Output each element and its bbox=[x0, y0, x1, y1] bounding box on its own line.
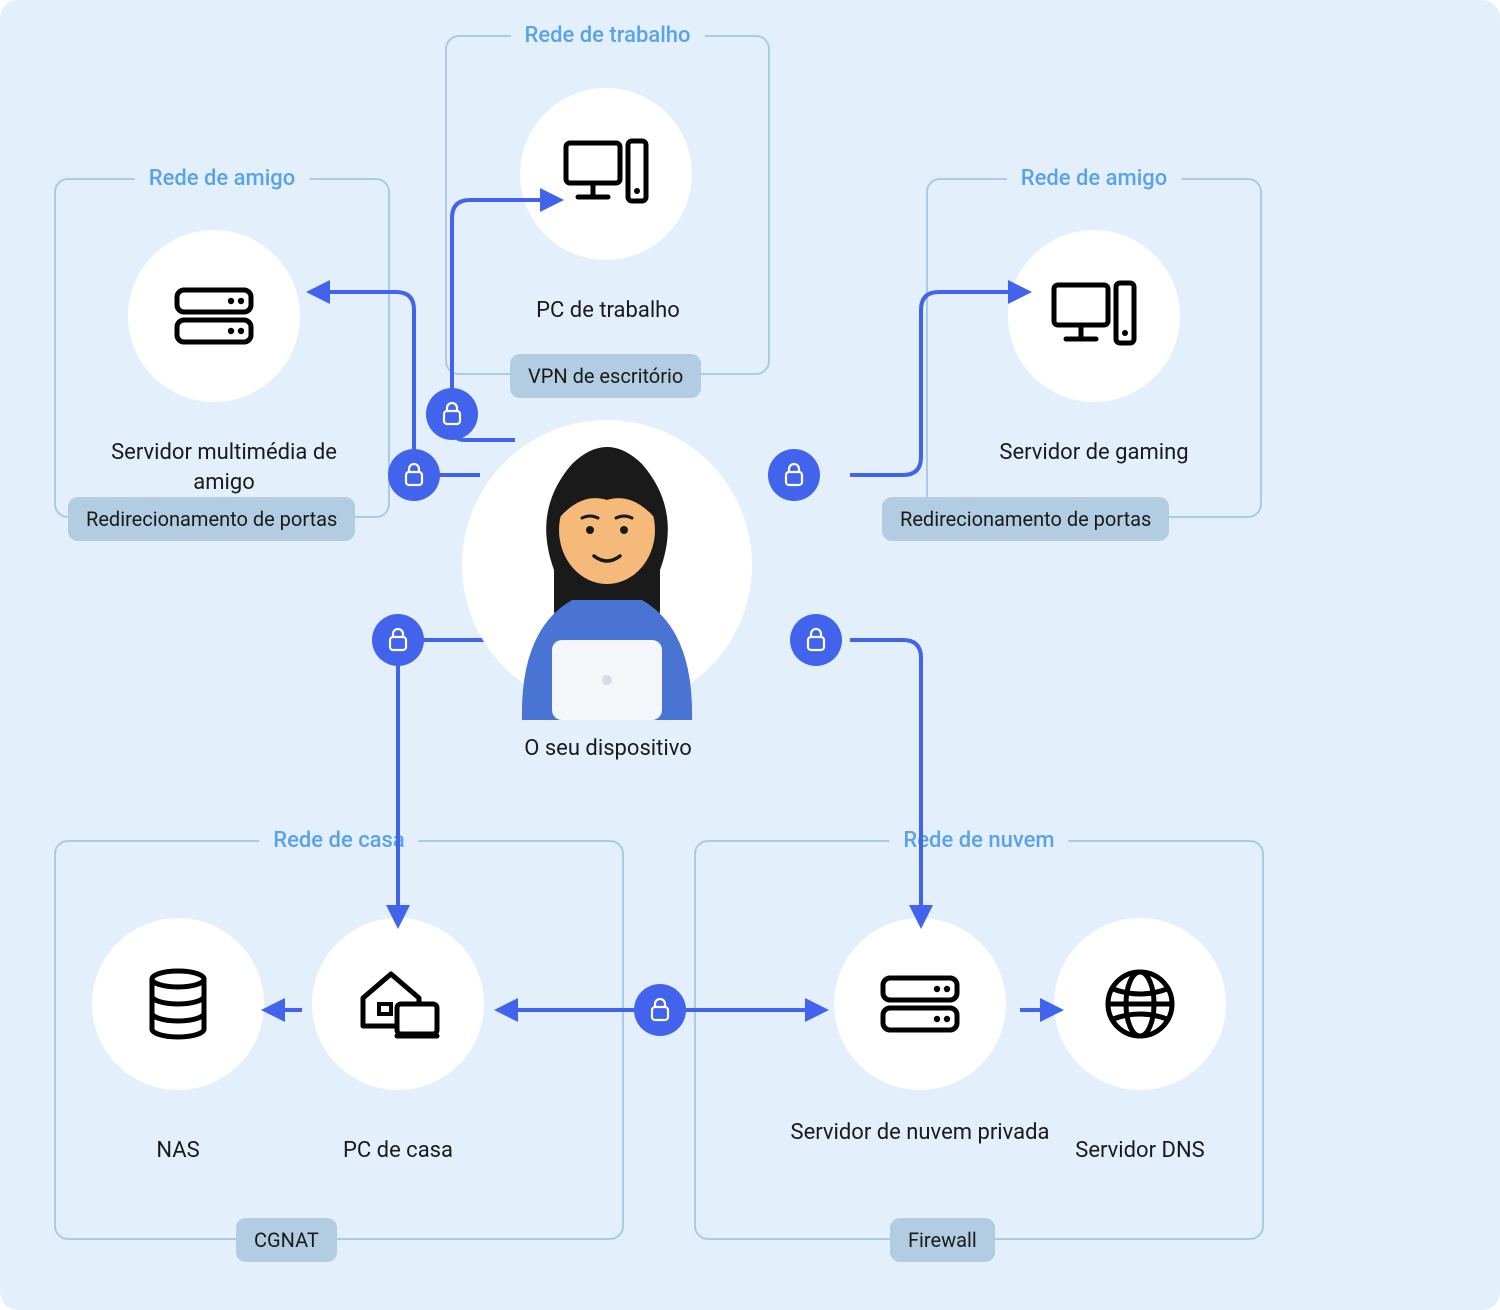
globe-icon bbox=[1103, 967, 1177, 1041]
panel-title: Rede de amigo bbox=[135, 166, 310, 191]
pill-home: CGNAT bbox=[236, 1218, 337, 1262]
panel-title: Rede de nuvem bbox=[889, 828, 1068, 853]
node-work-pc bbox=[520, 88, 692, 260]
user-avatar-illustration bbox=[462, 400, 752, 740]
node-label: Servidor DNS bbox=[1010, 1136, 1270, 1166]
pill-work: VPN de escritório bbox=[510, 354, 701, 398]
server-icon bbox=[173, 284, 255, 348]
diagram-canvas: Rede de trabalho PC de trabalho VPN de e… bbox=[0, 0, 1500, 1310]
lock-icon bbox=[790, 614, 842, 666]
node-friend-media bbox=[128, 230, 300, 402]
node-dns bbox=[1054, 918, 1226, 1090]
lock-icon bbox=[768, 449, 820, 501]
panel-title: Rede de trabalho bbox=[510, 23, 704, 48]
node-label: Servidor de gaming bbox=[964, 438, 1224, 468]
node-label: PC de trabalho bbox=[478, 296, 738, 326]
pill-friend-right: Redirecionamento de portas bbox=[882, 497, 1169, 541]
node-cloud-server bbox=[834, 918, 1006, 1090]
node-nas bbox=[92, 918, 264, 1090]
lock-icon bbox=[634, 984, 686, 1036]
center-label: O seu dispositivo bbox=[478, 736, 738, 761]
panel-title: Rede de casa bbox=[259, 828, 418, 853]
lock-icon bbox=[426, 388, 478, 440]
desktop-icon bbox=[1050, 279, 1138, 353]
pill-friend-left: Redirecionamento de portas bbox=[68, 497, 355, 541]
panel-title: Rede de amigo bbox=[1007, 166, 1182, 191]
lock-icon bbox=[388, 449, 440, 501]
lock-icon bbox=[372, 614, 424, 666]
node-gaming-server bbox=[1008, 230, 1180, 402]
node-label: Servidor multimédia de amigo bbox=[84, 438, 364, 497]
pill-cloud: Firewall bbox=[890, 1218, 995, 1262]
node-label: PC de casa bbox=[268, 1136, 528, 1166]
home-pc-icon bbox=[353, 964, 443, 1044]
node-home-pc bbox=[312, 918, 484, 1090]
database-icon bbox=[146, 967, 210, 1041]
server-icon bbox=[879, 972, 961, 1036]
desktop-icon bbox=[562, 137, 650, 211]
